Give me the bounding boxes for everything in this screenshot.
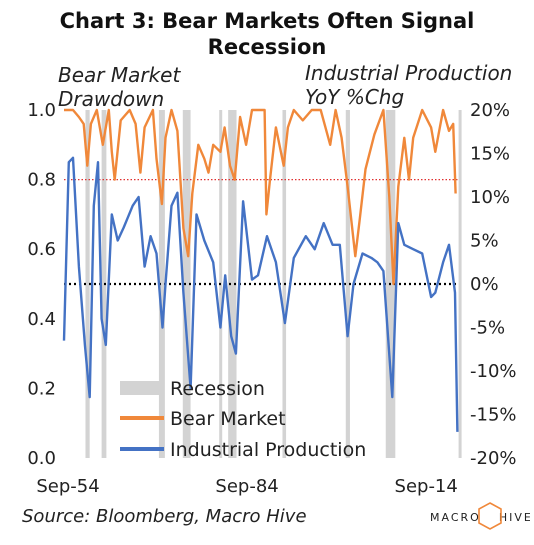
recession-band-5 xyxy=(228,110,237,458)
left-tick-label-1: 0.2 xyxy=(27,378,56,399)
legend-swatch-recession xyxy=(120,381,164,395)
chart-title-line2: Recession xyxy=(207,35,327,59)
legend: Recession Bear Market Industrial Productio… xyxy=(120,378,366,461)
reference-lines xyxy=(64,179,458,286)
chart-title: Chart 3: Bear Markets Often Signal Reces… xyxy=(0,8,534,60)
left-axis-title: Bear Market Drawdown xyxy=(58,63,180,111)
left-axis-title-line2: Drawdown xyxy=(58,87,165,111)
left-axis-title-line1: Bear Market xyxy=(58,63,181,87)
recession-band-9 xyxy=(458,110,462,458)
series-line-bear-market xyxy=(64,108,457,286)
series-line-industrial-production xyxy=(62,156,459,432)
right-tick-label-8: 20% xyxy=(470,100,510,121)
right-axis-title-line1: Industrial Production xyxy=(305,61,513,85)
right-tick-label-6: 10% xyxy=(470,187,510,208)
left-tick-label-4: 0.8 xyxy=(27,170,56,191)
macro-hive-logo: MACRO HIVE xyxy=(430,502,530,530)
legend-label-2: Industrial Production xyxy=(170,439,366,461)
right-tick-label-2: -10% xyxy=(470,361,517,382)
x-tick-label-0: Sep-54 xyxy=(36,476,99,497)
x-tick-label-2: Sep-14 xyxy=(395,476,458,497)
chart-title-line1: Chart 3: Bear Markets Often Signal xyxy=(59,9,475,33)
legend-label-1: Bear Market xyxy=(170,408,286,430)
right-tick-label-1: -15% xyxy=(470,405,517,426)
right-tick-label-3: -5% xyxy=(470,318,505,339)
recession-band-2 xyxy=(158,110,165,458)
right-tick-label-5: 5% xyxy=(470,231,499,252)
logo-text-right: HIVE xyxy=(499,511,530,524)
right-tick-label-4: 0% xyxy=(470,274,499,295)
right-axis-title-line2: YoY %Chg xyxy=(305,85,405,109)
source-note: Source: Bloomberg, Macro Hive xyxy=(22,506,307,527)
legend-label-0: Recession xyxy=(170,378,265,400)
recession-band-7 xyxy=(345,110,350,458)
left-tick-label-0: 0.0 xyxy=(27,448,56,469)
x-tick-label-1: Sep-84 xyxy=(215,476,278,497)
logo-text: MACRO HIVE xyxy=(430,511,530,524)
recession-band-1 xyxy=(101,110,107,458)
left-tick-label-3: 0.6 xyxy=(27,239,56,260)
series-lines xyxy=(62,108,459,432)
axes: 0.0 0.2 0.4 0.6 0.8 1.0 -20% -15% -10% -5% 0% 5% 10%… xyxy=(27,100,516,497)
recession-band-0 xyxy=(85,110,90,458)
right-tick-label-7: 15% xyxy=(470,144,510,165)
right-tick-label-0: -20% xyxy=(470,448,517,469)
recession-band-3 xyxy=(182,110,191,458)
logo-text-left: MACRO xyxy=(430,511,481,524)
right-axis-title: Industrial Production YoY %Chg xyxy=(305,61,512,109)
left-tick-label-5: 1.0 xyxy=(27,100,56,121)
hexagon-icon xyxy=(478,502,502,530)
left-tick-label-2: 0.4 xyxy=(27,309,56,330)
